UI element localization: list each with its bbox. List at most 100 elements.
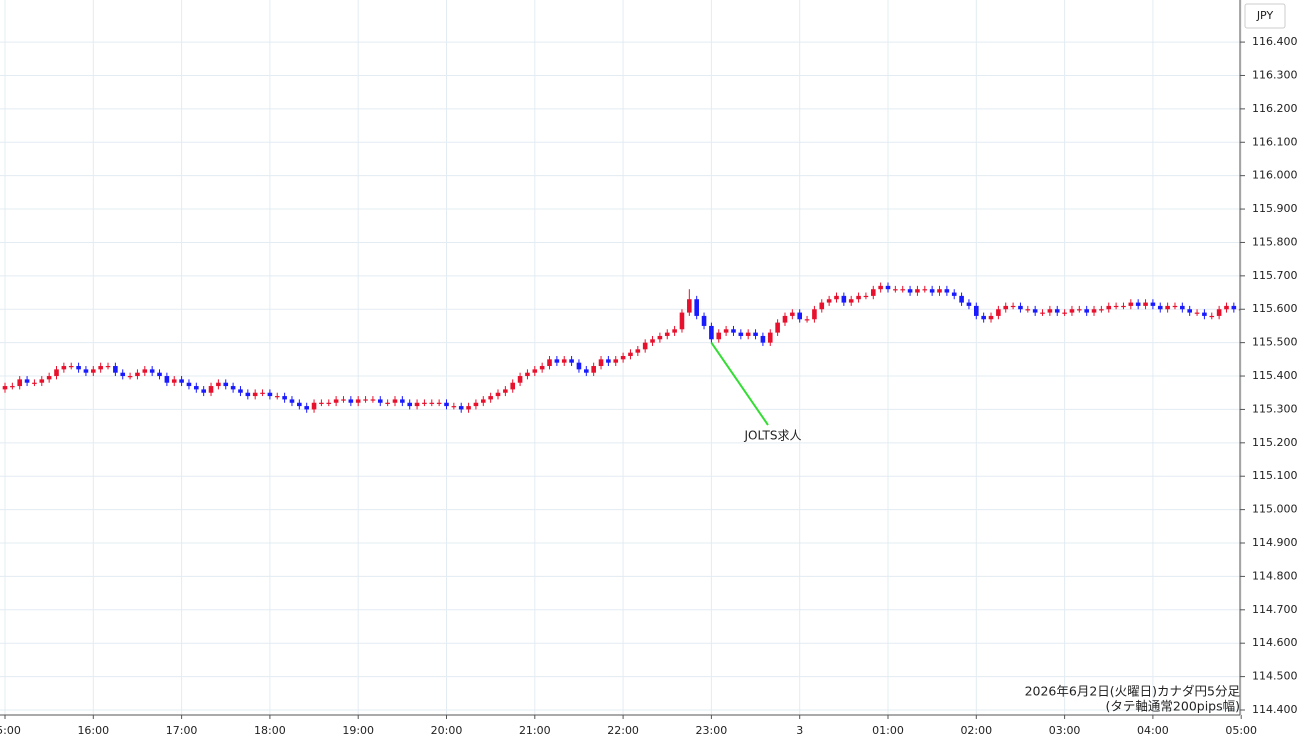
candle-body	[672, 329, 677, 333]
candle-body	[127, 376, 133, 378]
candle-body	[937, 289, 942, 293]
candle-body	[1054, 309, 1060, 313]
candle-body	[377, 399, 383, 403]
candle-body	[319, 402, 324, 404]
candle-body	[260, 392, 265, 394]
candle-body	[1216, 309, 1222, 316]
y-tick-label: 114.600	[1252, 636, 1298, 649]
y-tick-label: 115.200	[1252, 436, 1298, 449]
candle-body	[363, 399, 368, 401]
candle-body	[488, 396, 493, 400]
candle-body	[885, 285, 891, 290]
x-tick-label: 3	[796, 724, 803, 737]
candle-body	[1128, 302, 1134, 306]
candle-body	[687, 299, 692, 313]
candle-body	[54, 369, 59, 377]
candle-body	[819, 302, 825, 310]
candle-body	[775, 322, 780, 333]
candle-body	[981, 315, 986, 320]
candle-body	[547, 359, 552, 367]
candle-body	[216, 382, 221, 387]
candle-body	[1032, 309, 1038, 313]
candle-body	[466, 406, 471, 410]
candle-body	[76, 366, 81, 370]
candle-body	[436, 402, 442, 404]
x-tick-label: 02:00	[960, 724, 992, 737]
candle-body	[1202, 312, 1207, 316]
candle-body	[1018, 305, 1023, 310]
candle-body	[83, 369, 89, 373]
y-tick-label: 115.100	[1252, 469, 1298, 482]
candle-body	[311, 402, 317, 410]
candle-body	[1025, 309, 1031, 311]
candle-body	[326, 402, 332, 404]
x-tick-label: 15:00	[0, 724, 21, 737]
annotation-text: JOLTS求人	[744, 429, 802, 443]
candle-body	[767, 332, 773, 343]
y-tick-label: 114.400	[1252, 703, 1298, 716]
candle-body	[525, 372, 530, 377]
candle-body	[1180, 305, 1185, 310]
candle-body	[893, 289, 898, 291]
x-tick-label: 21:00	[519, 724, 551, 737]
y-tick-label: 116.200	[1252, 102, 1298, 115]
x-tick-label: 05:00	[1225, 724, 1257, 737]
candle-body	[731, 329, 736, 333]
candle-body	[473, 402, 479, 407]
candle-body	[554, 359, 560, 363]
candle-body	[1106, 305, 1112, 310]
candle-body	[17, 379, 23, 387]
candle-body	[1084, 309, 1089, 313]
candle-body	[1121, 305, 1126, 308]
candle-body	[341, 399, 346, 401]
candle-body	[834, 295, 839, 300]
candle-body	[267, 392, 273, 397]
x-tick-label: 23:00	[696, 724, 728, 737]
candle-body	[105, 366, 111, 368]
x-tick-label: 20:00	[431, 724, 463, 737]
candle-body	[495, 392, 501, 397]
candle-body	[120, 372, 126, 377]
y-tick-label: 115.700	[1252, 269, 1298, 282]
candle-body	[304, 406, 309, 410]
candle-body	[517, 376, 523, 383]
y-tick-label: 115.300	[1252, 402, 1298, 415]
x-tick-label: 16:00	[77, 724, 109, 737]
candle-body	[1209, 315, 1215, 318]
candle-body	[1224, 305, 1229, 310]
candle-body	[1172, 305, 1178, 308]
candle-body	[539, 366, 545, 370]
candle-body	[679, 312, 685, 330]
y-tick-label: 114.500	[1252, 670, 1298, 683]
candle-body	[716, 332, 722, 340]
candle-body	[61, 366, 67, 370]
candle-body	[451, 406, 457, 408]
candle-body	[620, 355, 626, 360]
candle-body	[164, 376, 170, 383]
candle-body	[194, 386, 199, 390]
candle-body	[10, 386, 15, 388]
y-tick-label: 115.900	[1252, 202, 1298, 215]
candle-body	[694, 299, 699, 316]
candle-body	[569, 359, 574, 363]
x-tick-label: 19:00	[342, 724, 374, 737]
candle-body	[39, 379, 45, 383]
candle-body	[1010, 305, 1016, 308]
candle-body	[348, 399, 354, 403]
candle-body	[223, 382, 229, 387]
candle-body	[561, 359, 567, 363]
x-tick-label: 22:00	[607, 724, 639, 737]
candle-body	[24, 379, 30, 383]
candle-body	[848, 299, 854, 303]
candle-body	[414, 402, 420, 407]
caption: 2026年6月2日(火曜日)カナダ円5分足	[1025, 684, 1241, 699]
candle-body	[1194, 312, 1200, 314]
candle-body	[606, 359, 611, 363]
candle-body	[407, 402, 413, 407]
candle-body	[532, 369, 538, 373]
candle-body	[1077, 309, 1082, 311]
candle-body	[429, 402, 435, 404]
candle-body	[274, 396, 280, 398]
y-tick-label: 114.700	[1252, 603, 1298, 616]
candle-body	[576, 362, 582, 370]
